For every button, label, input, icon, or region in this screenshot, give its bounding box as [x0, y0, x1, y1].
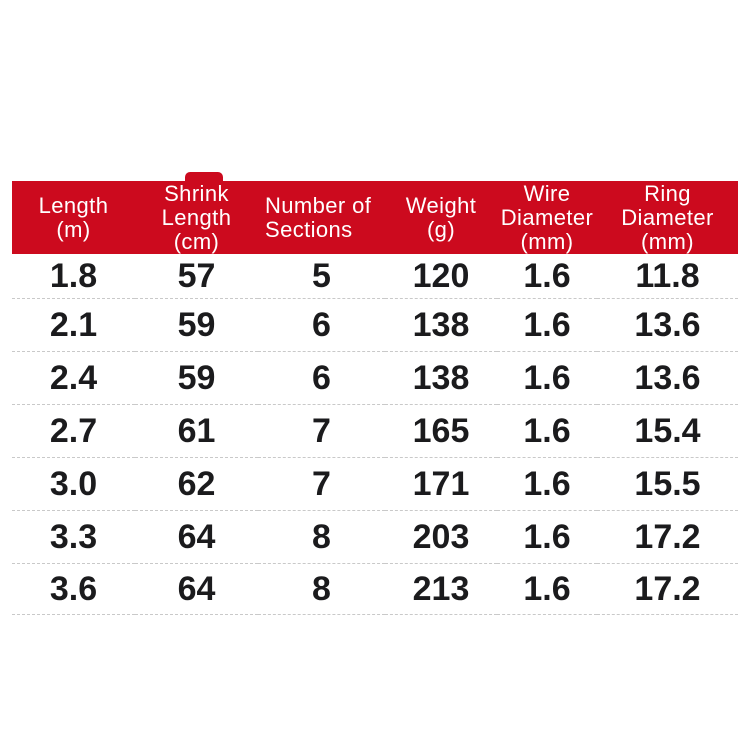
table-row: 2.7 61 7 165 1.6 15.4 — [12, 404, 738, 458]
cell-weight: 138 — [385, 298, 497, 352]
cell-weight: 171 — [385, 457, 497, 511]
header-line: Wire — [523, 180, 571, 206]
cell-wire-diameter: 1.6 — [497, 404, 597, 458]
column-header-shrink-length-cm: Shrink Length (cm) — [135, 181, 258, 254]
cell-length: 3.6 — [12, 563, 135, 615]
cell-sections: 8 — [258, 510, 385, 564]
cell-length: 2.7 — [12, 404, 135, 458]
cell-ring-diameter: 11.8 — [597, 254, 738, 299]
cell-ring-diameter: 15.4 — [597, 404, 738, 458]
cell-ring-diameter: 17.2 — [597, 510, 738, 564]
header-line: (g) — [426, 216, 456, 242]
cell-sections: 8 — [258, 563, 385, 615]
column-header-number-of-sections: Number of Sections — [258, 181, 385, 254]
cell-ring-diameter: 15.5 — [597, 457, 738, 511]
cell-shrink-length: 59 — [135, 351, 258, 405]
header-line: Length — [38, 192, 109, 218]
cell-shrink-length: 62 — [135, 457, 258, 511]
column-header-wire-diameter-mm: Wire Diameter (mm) — [497, 181, 597, 254]
cell-wire-diameter: 1.6 — [497, 457, 597, 511]
cell-weight: 120 — [385, 254, 497, 299]
table-row: 3.3 64 8 203 1.6 17.2 — [12, 510, 738, 564]
cell-sections: 6 — [258, 351, 385, 405]
header-line: Ring — [644, 180, 691, 206]
header-line: (mm) — [520, 228, 574, 254]
spec-table-header: Length (m) Shrink Length (cm) Number of … — [12, 181, 738, 254]
cell-length: 2.4 — [12, 351, 135, 405]
cell-sections: 6 — [258, 298, 385, 352]
table-row: 2.1 59 6 138 1.6 13.6 — [12, 298, 738, 352]
cell-length: 3.0 — [12, 457, 135, 511]
cell-shrink-length: 64 — [135, 563, 258, 615]
header-row: Length (m) Shrink Length (cm) Number of … — [12, 181, 738, 254]
cell-length: 2.1 — [12, 298, 135, 352]
cell-weight: 138 — [385, 351, 497, 405]
column-header-length-m: Length (m) — [12, 181, 135, 254]
header-line: Diameter — [621, 204, 714, 230]
column-header-weight-g: Weight (g) — [385, 181, 497, 254]
cell-shrink-length: 61 — [135, 404, 258, 458]
cell-ring-diameter: 13.6 — [597, 298, 738, 352]
cell-wire-diameter: 1.6 — [497, 351, 597, 405]
cell-length: 3.3 — [12, 510, 135, 564]
table-row: 3.0 62 7 171 1.6 15.5 — [12, 457, 738, 511]
cell-shrink-length: 59 — [135, 298, 258, 352]
cell-wire-diameter: 1.6 — [497, 563, 597, 615]
cell-sections: 5 — [258, 254, 385, 299]
cell-shrink-length: 57 — [135, 254, 258, 299]
header-line: (cm) — [173, 228, 220, 254]
cell-ring-diameter: 13.6 — [597, 351, 738, 405]
cell-ring-diameter: 17.2 — [597, 563, 738, 615]
header-line: (m) — [56, 216, 91, 242]
header-line: (mm) — [641, 228, 694, 254]
cell-wire-diameter: 1.6 — [497, 254, 597, 299]
header-line: Diameter — [500, 204, 594, 230]
cell-wire-diameter: 1.6 — [497, 510, 597, 564]
table-row: 2.4 59 6 138 1.6 13.6 — [12, 351, 738, 405]
header-line: Sections — [265, 216, 353, 242]
spec-table: Length (m) Shrink Length (cm) Number of … — [12, 181, 738, 615]
cell-sections: 7 — [258, 457, 385, 511]
cell-sections: 7 — [258, 404, 385, 458]
column-header-ring-diameter-mm: Ring Diameter (mm) — [597, 181, 738, 254]
header-line: Weight — [405, 192, 477, 218]
cell-weight: 203 — [385, 510, 497, 564]
header-line: Shrink — [164, 180, 229, 206]
cell-shrink-length: 64 — [135, 510, 258, 564]
cell-length: 1.8 — [12, 254, 135, 299]
header-line: Length — [161, 204, 232, 230]
table-row: 3.6 64 8 213 1.6 17.2 — [12, 563, 738, 615]
cell-wire-diameter: 1.6 — [497, 298, 597, 352]
table-row: 1.8 57 5 120 1.6 11.8 — [12, 254, 738, 299]
cell-weight: 165 — [385, 404, 497, 458]
cell-weight: 213 — [385, 563, 497, 615]
header-line: Number of — [265, 192, 372, 218]
spec-table-body: 1.8 57 5 120 1.6 11.8 2.1 59 6 138 1.6 1… — [12, 254, 738, 615]
